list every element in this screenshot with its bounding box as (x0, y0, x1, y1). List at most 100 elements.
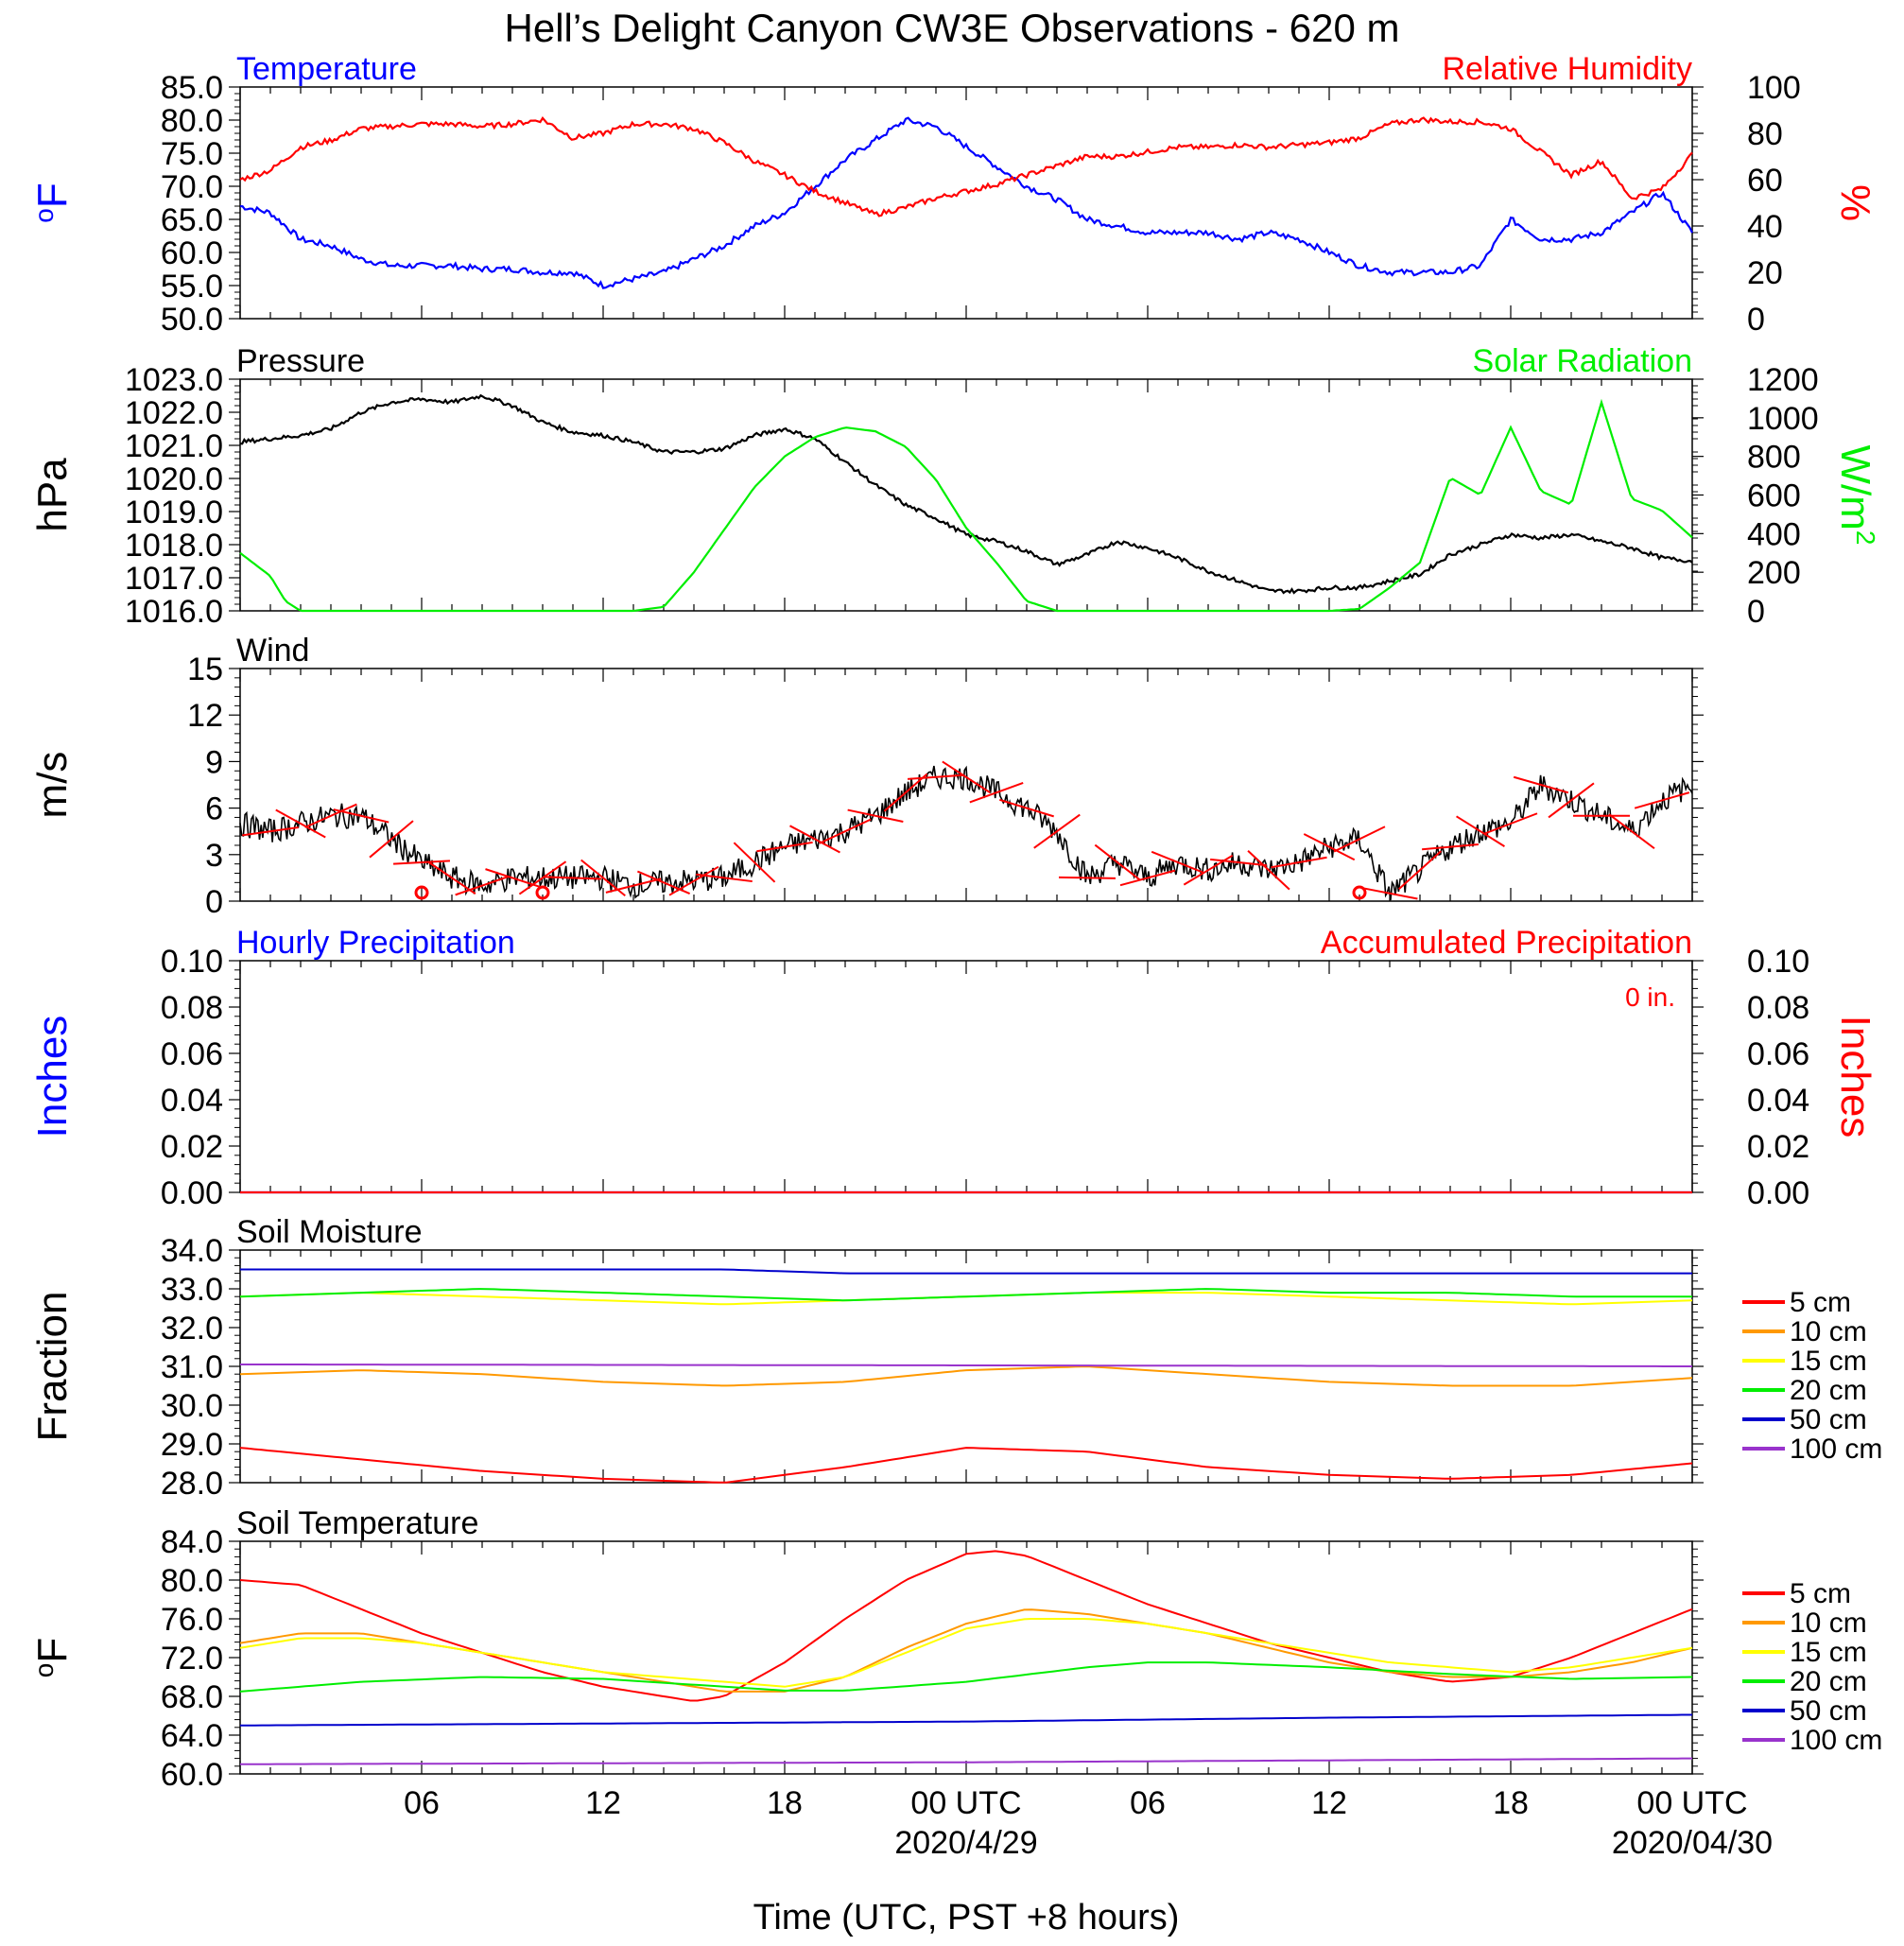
y-tick-label-right: 600 (1747, 478, 1801, 514)
series-line-solar-radiation (239, 398, 1693, 613)
legend-label: 5 cm (1790, 1287, 1851, 1318)
x-tick-label: 12 (585, 1785, 621, 1821)
x-axis: 06 12 18 00 UTC 06 12 18 00 UTC 2020/4/29 2020/04… (404, 1785, 1773, 1861)
y-tick-label-left: 0.04 (161, 1083, 223, 1119)
y-tick-label-left: 1023.0 (125, 362, 223, 398)
y-tick-label-left: 60.0 (161, 235, 223, 271)
series-line-wind-speed (239, 765, 1693, 901)
x-tick-label: 18 (1493, 1785, 1529, 1821)
y-tick-label-left: 84.0 (161, 1524, 223, 1560)
degree-symbol: o (29, 1663, 59, 1678)
y-tick-label-right: 0.08 (1747, 990, 1809, 1026)
y-tick-label-left: 1022.0 (125, 395, 223, 431)
y-tick-label-left: 30.0 (161, 1388, 223, 1424)
wind-barb (1058, 876, 1116, 879)
panel-annotation: 0 in. (1625, 982, 1675, 1012)
wind-barb (1422, 843, 1479, 851)
y-tick-label-left: 1016.0 (125, 594, 223, 630)
calm-wind-marker (535, 885, 550, 900)
chart-title: Hell’s Delight Canyon CW3E Observations … (505, 6, 1400, 50)
series-line-100-cm (240, 1364, 1692, 1367)
y-tick-label-left: 80.0 (161, 1563, 223, 1599)
wind-barb (1271, 856, 1327, 869)
wind-barb (636, 870, 691, 895)
y-tick-label-left: 6 (205, 791, 223, 827)
wind-barb (1333, 825, 1386, 853)
y-tick-label-right: 0 (1747, 302, 1765, 338)
x-axis-title: Time (UTC, PST +8 hours) (753, 1898, 1180, 1937)
wind-barb (1608, 813, 1655, 850)
panel-title-left: Wind (236, 633, 309, 669)
wind-barb (1513, 775, 1569, 794)
y-tick-label-left: 50.0 (161, 302, 223, 338)
y-tick-label-left: 65.0 (161, 202, 223, 238)
date-label: 2020/4/29 (894, 1825, 1037, 1861)
series-line-50-cm (239, 1713, 1692, 1727)
panel-title-left: Hourly Precipitation (236, 925, 515, 961)
y-tick-label-left: 70.0 (161, 169, 223, 205)
y-tick-label-left: 29.0 (161, 1427, 223, 1463)
x-tick-label: 06 (1130, 1785, 1166, 1821)
wind-barb (1210, 858, 1267, 867)
wind-barb (427, 860, 476, 895)
wind-barb (969, 781, 1024, 804)
x-tick-label: 00 UTC (1636, 1785, 1747, 1821)
y-tick-label-right: 0.02 (1747, 1129, 1809, 1165)
y-tick-label-right: 0 (1747, 594, 1765, 630)
wind-barb (1033, 813, 1081, 849)
y-tick-label-left: 1021.0 (125, 428, 223, 464)
calm-wind-marker (1352, 885, 1367, 900)
y-axis-label-left: hPa (29, 458, 76, 532)
y-tick-label-left: 72.0 (161, 1641, 223, 1677)
y-tick-label-left: 0 (205, 884, 223, 920)
panel-title-right: Relative Humidity (1442, 51, 1692, 87)
wind-barb (1151, 850, 1205, 875)
panel-title-right: Accumulated Precipitation (1321, 925, 1692, 961)
wind-barb (1247, 850, 1290, 891)
y-axis-label-right: % (1832, 184, 1878, 221)
y-tick-label-left: 80.0 (161, 103, 223, 139)
legend-label: 15 cm (1790, 1637, 1867, 1668)
y-tick-label-right: 0.00 (1747, 1175, 1809, 1211)
y-tick-label-left: 0.08 (161, 990, 223, 1026)
y-tick-label-left: 31.0 (161, 1349, 223, 1385)
x-tick-label: 06 (404, 1785, 440, 1821)
y-tick-label-right: 800 (1747, 440, 1801, 476)
wind-barb (304, 803, 357, 828)
panels: 85.080.075.070.065.060.055.050.010080604… (29, 51, 1882, 1793)
y-tick-label-left: 0.02 (161, 1129, 223, 1165)
y-tick-label-left: 28.0 (161, 1466, 223, 1502)
wind-barb (999, 798, 1054, 818)
y-tick-label-right: 80 (1747, 116, 1783, 152)
series-line-5-cm (239, 1447, 1693, 1484)
y-tick-label-left: 1018.0 (125, 528, 223, 564)
legend-label: 20 cm (1790, 1666, 1867, 1697)
legend-label: 100 cm (1790, 1433, 1882, 1465)
series-line-15-cm (239, 1618, 1693, 1688)
x-tick-label: 18 (767, 1785, 803, 1821)
wind-barb (942, 760, 991, 793)
wind-barb (883, 773, 928, 812)
legend-label: 10 cm (1790, 1316, 1867, 1347)
series-line-temperature (239, 116, 1693, 289)
date-label: 2020/04/30 (1612, 1825, 1773, 1861)
y-tick-label-left: 12 (187, 698, 223, 734)
series-line-relative-humidity (239, 116, 1693, 217)
y-tick-label-right: 200 (1747, 555, 1801, 591)
panel-4: 34.033.032.031.030.029.028.0 Soil Moistur… (29, 1214, 1882, 1502)
legend-label: 50 cm (1790, 1695, 1867, 1727)
y-tick-label-right: 40 (1747, 209, 1783, 245)
wind-barb (756, 841, 813, 853)
legend-label: 100 cm (1790, 1725, 1882, 1756)
y-tick-label-left: 1019.0 (125, 495, 223, 530)
y-tick-label-left: 33.0 (161, 1272, 223, 1308)
unit-superscript: 2 (1851, 530, 1880, 546)
y-tick-label-right: 1200 (1747, 362, 1819, 398)
y-tick-label-right: 100 (1747, 70, 1801, 106)
panel-title-left: Soil Moisture (236, 1214, 423, 1250)
y-tick-label-right: 400 (1747, 516, 1801, 552)
y-tick-label-right: 20 (1747, 255, 1783, 291)
wind-barb (789, 825, 840, 854)
y-tick-label-left: 32.0 (161, 1311, 223, 1347)
wind-barb (369, 820, 414, 859)
